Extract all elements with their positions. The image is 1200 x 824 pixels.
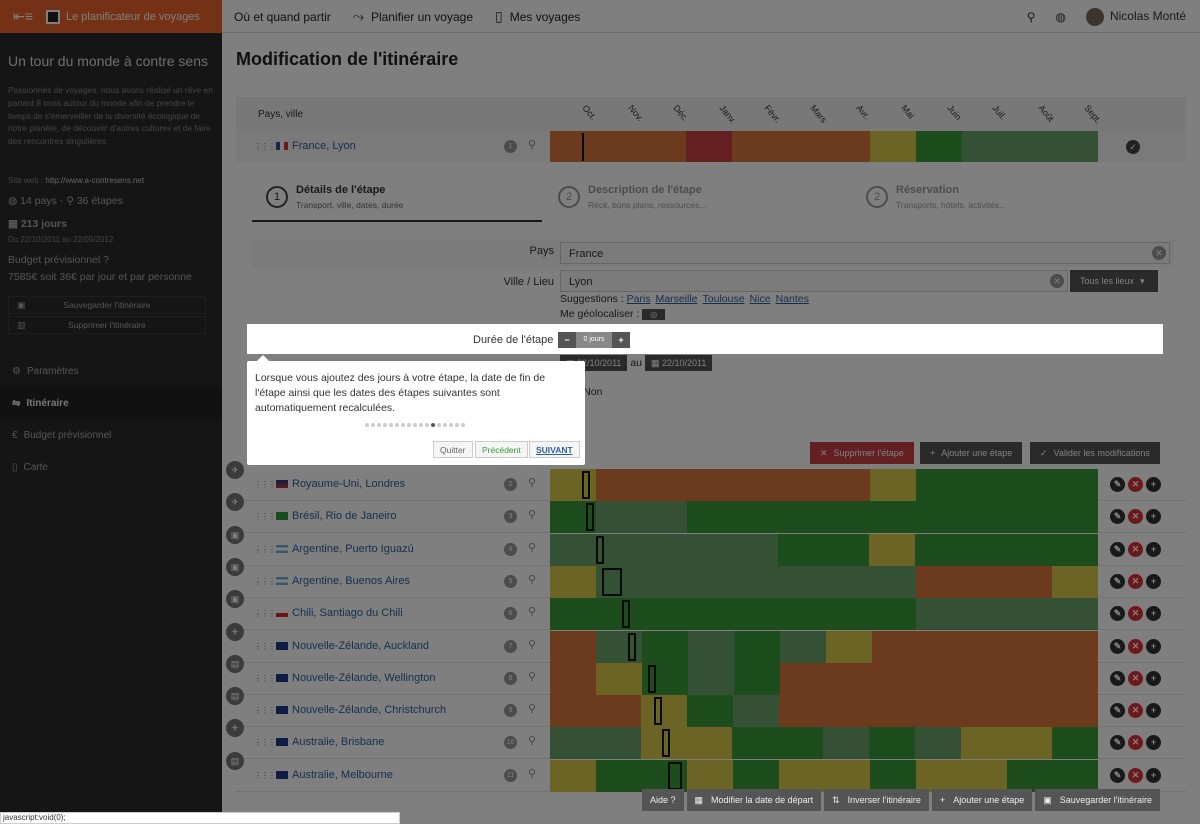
- progress-dot: [413, 423, 417, 427]
- progress-dot: [371, 423, 375, 427]
- duration-stepper[interactable]: − 0 jours +: [558, 332, 630, 348]
- progress-dot: [431, 423, 435, 427]
- progress-dot: [365, 423, 369, 427]
- save-icon: ▣: [1043, 794, 1052, 805]
- duration-value[interactable]: 0 jours: [576, 332, 612, 348]
- change-start-date-button[interactable]: ▦ Modifier la date de départ: [686, 789, 822, 811]
- tour-tooltip: Lorsque vous ajoutez des jours à votre é…: [247, 355, 585, 465]
- duree-label: Durée de l'étape: [473, 334, 554, 346]
- duree-row: Durée de l'étape − 0 jours +: [247, 324, 1163, 354]
- next-button[interactable]: SUIVANT: [529, 441, 580, 458]
- add-step-bottom-button[interactable]: + Ajouter une étape: [931, 789, 1033, 811]
- progress-dot: [407, 423, 411, 427]
- button-label: Inverser l'itinéraire: [847, 795, 921, 805]
- plus-icon: +: [939, 795, 946, 805]
- button-label: Modifier la date de départ: [711, 795, 814, 805]
- tour-overlay: [0, 0, 1200, 33]
- reverse-itinerary-button[interactable]: ⇅ Inverser l'itinéraire: [824, 789, 929, 811]
- sort-icon: ⇅: [832, 794, 840, 805]
- minus-icon[interactable]: −: [558, 332, 576, 348]
- tooltip-text: Lorsque vous ajoutez des jours à votre é…: [255, 372, 546, 414]
- tour-overlay: [0, 33, 222, 824]
- status-bar: javascript:void(0);: [0, 812, 400, 824]
- previous-button[interactable]: Précédent: [475, 441, 528, 458]
- calendar-icon: ▦: [694, 794, 704, 805]
- save-itinerary-bottom-button[interactable]: ▣ Sauvegarder l'itinéraire: [1035, 789, 1161, 811]
- progress-dot: [389, 423, 393, 427]
- progress-dot: [461, 423, 465, 427]
- progress-dot: [377, 423, 381, 427]
- button-label: Ajouter une étape: [953, 795, 1025, 805]
- quit-button[interactable]: Quitter: [433, 441, 473, 458]
- progress-dot: [437, 423, 441, 427]
- progress-dot: [455, 423, 459, 427]
- progress-dot: [419, 423, 423, 427]
- progress-dot: [401, 423, 405, 427]
- progress-dot: [449, 423, 453, 427]
- button-label: Aide ?: [650, 795, 676, 805]
- progress-dot: [425, 423, 429, 427]
- progress-dot: [395, 423, 399, 427]
- button-label: Sauvegarder l'itinéraire: [1059, 795, 1153, 805]
- progress-dot: [383, 423, 387, 427]
- help-button[interactable]: Aide ?: [642, 789, 684, 811]
- bottom-toolbar: Aide ? ▦ Modifier la date de départ ⇅ Inve…: [642, 789, 1161, 811]
- plus-icon[interactable]: +: [612, 332, 630, 348]
- tour-progress: [365, 423, 465, 427]
- progress-dot: [443, 423, 447, 427]
